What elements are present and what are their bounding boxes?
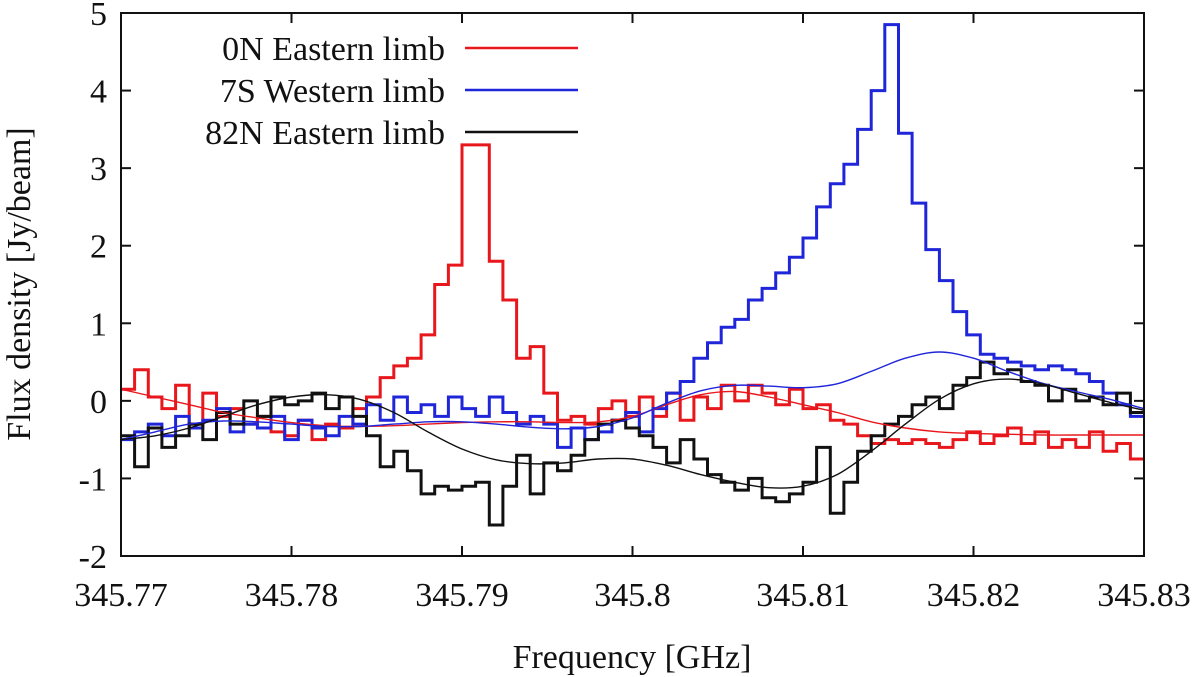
series-line-1: [121, 23, 1144, 449]
x-tick-label: 345.81: [756, 577, 850, 614]
x-tick-label: 345.77: [74, 577, 168, 614]
y-tick-label: 5: [90, 0, 107, 33]
y-axis-label: Flux density [Jy/beam]: [1, 127, 38, 441]
legend-label: 7S Western limb: [220, 73, 445, 110]
x-tick-label: 345.82: [927, 577, 1021, 614]
x-tick-label: 345.78: [245, 577, 339, 614]
ticks-layer: 345.77 345.78 345.79 345.8 345.81 345.82 345.8…: [74, 0, 1191, 614]
legend-label: 0N Eastern limb: [222, 31, 445, 68]
y-tick-label: 2: [90, 229, 107, 266]
series-line-2: [121, 360, 1144, 527]
series-line-5: [121, 378, 1144, 489]
series-line-4: [121, 351, 1144, 441]
legend-label: 82N Eastern limb: [205, 115, 445, 152]
y-tick-label: 0: [90, 384, 107, 421]
legend: 0N Eastern limb 7S Western limb 82N Easter…: [205, 31, 578, 152]
y-tick-label: -2: [79, 539, 107, 576]
x-tick-label: 345.8: [594, 577, 671, 614]
series-line-3: [121, 388, 1144, 436]
y-tick-label: 4: [90, 74, 107, 111]
series-layer: [121, 23, 1144, 527]
x-tick-label: 345.79: [415, 577, 509, 614]
y-tick-label: 1: [90, 306, 107, 343]
x-axis-label: Frequency [GHz]: [513, 639, 752, 676]
x-tick-label: 345.83: [1097, 577, 1191, 614]
y-tick-label: -1: [79, 461, 107, 498]
y-tick-label: 3: [90, 151, 107, 188]
